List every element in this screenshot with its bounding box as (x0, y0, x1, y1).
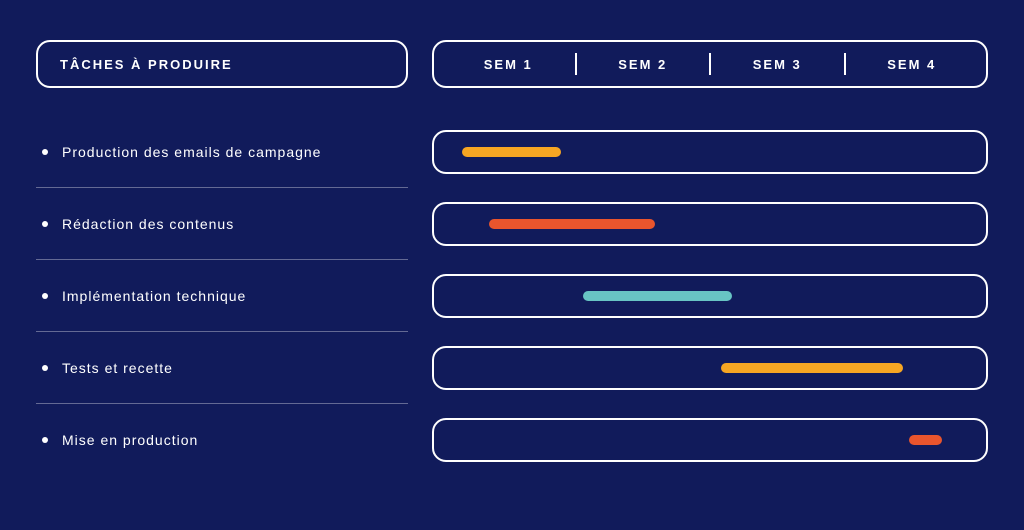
task-label: Implémentation technique (62, 288, 246, 304)
task-list: Production des emails de campagne Rédact… (36, 116, 408, 476)
timeline-column: SEM 1 SEM 2 SEM 3 SEM 4 (432, 40, 988, 500)
gantt-rows (432, 116, 988, 476)
bullet-icon (42, 293, 48, 299)
bullet-icon (42, 221, 48, 227)
bullet-icon (42, 365, 48, 371)
gantt-bar (909, 435, 942, 445)
gantt-row (432, 116, 988, 188)
task-label: Mise en production (62, 432, 198, 448)
week-label: SEM 1 (442, 57, 575, 72)
gantt-row (432, 260, 988, 332)
tasks-column: TÂCHES À PRODUIRE Production des emails … (36, 40, 408, 500)
gantt-bar (462, 147, 561, 157)
task-row: Tests et recette (36, 332, 408, 404)
tasks-header: TÂCHES À PRODUIRE (36, 40, 408, 88)
gantt-track (432, 274, 988, 318)
week-label: SEM 4 (846, 57, 979, 72)
gantt-track (432, 202, 988, 246)
tasks-header-label: TÂCHES À PRODUIRE (60, 57, 233, 72)
task-label: Tests et recette (62, 360, 173, 376)
gantt-track (432, 130, 988, 174)
gantt-row (432, 188, 988, 260)
gantt-bar (583, 291, 732, 301)
bullet-icon (42, 437, 48, 443)
bullet-icon (42, 149, 48, 155)
task-label: Rédaction des contenus (62, 216, 234, 232)
week-label: SEM 2 (577, 57, 710, 72)
gantt-track (432, 346, 988, 390)
gantt-chart: TÂCHES À PRODUIRE Production des emails … (36, 40, 988, 500)
task-label: Production des emails de campagne (62, 144, 321, 160)
gantt-track (432, 418, 988, 462)
gantt-bar (489, 219, 655, 229)
gantt-row (432, 404, 988, 476)
gantt-row (432, 332, 988, 404)
gantt-bar (721, 363, 903, 373)
week-label: SEM 3 (711, 57, 844, 72)
task-row: Production des emails de campagne (36, 116, 408, 188)
task-row: Mise en production (36, 404, 408, 476)
weeks-header: SEM 1 SEM 2 SEM 3 SEM 4 (432, 40, 988, 88)
task-row: Implémentation technique (36, 260, 408, 332)
task-row: Rédaction des contenus (36, 188, 408, 260)
